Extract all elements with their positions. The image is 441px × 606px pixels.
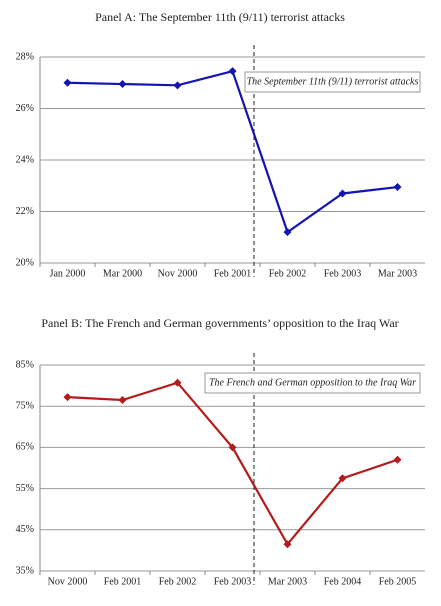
marker [228, 443, 237, 452]
annotation: The September 11th (9/11) terrorist atta… [247, 76, 419, 87]
annotation: The French and German opposition to the … [209, 377, 416, 388]
marker [118, 396, 127, 405]
y-tick-label: 85% [16, 359, 34, 370]
y-tick-label: 26% [16, 103, 34, 114]
x-tick-label: Nov 2000 [158, 268, 198, 279]
chart-title: Panel A: The September 11th (9/11) terro… [95, 10, 345, 24]
x-tick-label: Feb 2001 [214, 268, 252, 279]
y-tick-label: 20% [16, 257, 34, 268]
series-line [67, 381, 398, 547]
y-tick-label: 24% [16, 154, 34, 165]
x-tick-label: Feb 2001 [104, 576, 142, 587]
marker [283, 540, 292, 549]
y-tick-label: 22% [16, 206, 34, 217]
x-tick-label: Jan 2000 [50, 268, 86, 279]
x-tick-label: Feb 2003 [324, 268, 362, 279]
annotation-box [204, 372, 421, 394]
x-tick-label: Feb 2003 [214, 576, 252, 587]
series-line [67, 69, 398, 234]
marker [173, 81, 182, 90]
x-tick-label: Mar 2000 [103, 268, 142, 279]
x-tick-label: Feb 2002 [159, 576, 197, 587]
y-tick-label: 35% [16, 565, 34, 576]
chart-title: Panel B: The French and German governmen… [41, 316, 398, 330]
marker [173, 378, 182, 387]
annotation-box [244, 71, 421, 93]
y-tick-label: 75% [16, 400, 34, 411]
x-tick-label: Mar 2003 [268, 576, 307, 587]
x-tick-label: Nov 2000 [48, 576, 88, 587]
marker [393, 455, 402, 464]
marker [228, 67, 237, 76]
y-tick-label: 28% [16, 51, 34, 62]
x-tick-label: Feb 2005 [379, 576, 417, 587]
marker [338, 189, 347, 198]
marker [283, 228, 292, 237]
x-tick-label: Mar 2003 [378, 268, 417, 279]
marker [393, 183, 402, 192]
marker [118, 80, 127, 89]
marker [338, 474, 347, 483]
y-tick-label: 55% [16, 483, 34, 494]
marker [63, 78, 72, 87]
y-tick-label: 45% [16, 524, 34, 535]
y-tick-label: 65% [16, 442, 34, 453]
marker [63, 393, 72, 402]
x-tick-label: Feb 2004 [324, 576, 362, 587]
x-tick-label: Feb 2002 [269, 268, 307, 279]
